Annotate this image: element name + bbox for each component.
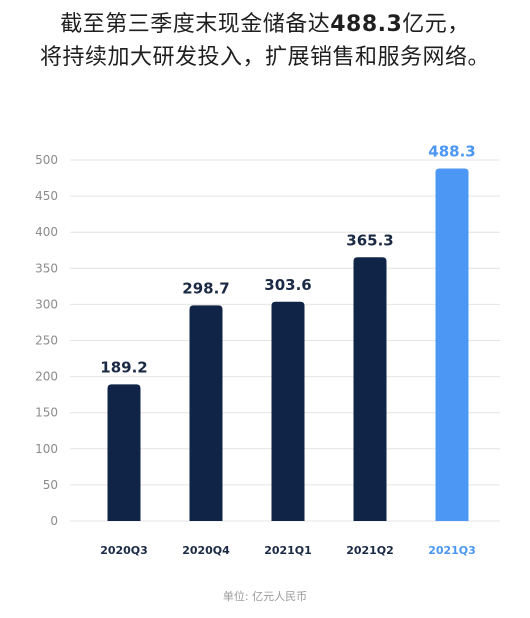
- x-tick-label-2021Q1: 2021Q1: [264, 544, 312, 557]
- y-tick-label: 250: [35, 334, 58, 348]
- y-tick-label: 0: [50, 514, 58, 528]
- x-tick-label-2020Q4: 2020Q4: [182, 544, 230, 557]
- data-label-2021Q2: 365.3: [346, 231, 393, 249]
- headline-line-2: 将持续加大研发投入，扩展销售和服务网络。: [39, 45, 490, 70]
- y-tick-label: 50: [43, 478, 58, 492]
- y-tick-label: 500: [35, 153, 58, 167]
- headline-prefix: 截至第三季度末现金储备达: [60, 12, 331, 37]
- bar-2021Q1: [271, 301, 305, 521]
- x-tick-label-2021Q2: 2021Q2: [346, 544, 394, 557]
- bar-2021Q3: [435, 168, 469, 522]
- y-tick-label: 150: [35, 406, 58, 420]
- bar-2020Q3: [107, 384, 141, 521]
- x-tick-label-2020Q3: 2020Q3: [100, 544, 148, 557]
- y-tick-label: 100: [35, 442, 58, 456]
- y-tick-label: 300: [35, 297, 58, 311]
- headline: 截至第三季度末现金储备达488.3亿元， 将持续加大研发投入，扩展销售和服务网络…: [0, 8, 530, 74]
- headline-line-1: 截至第三季度末现金储备达488.3亿元，: [0, 8, 530, 41]
- data-label-2021Q3: 488.3: [428, 142, 475, 160]
- data-label-2020Q3: 189.2: [100, 358, 147, 376]
- data-label-2020Q4: 298.7: [182, 279, 229, 297]
- data-label-2021Q1: 303.6: [264, 276, 311, 294]
- y-tick-label: 200: [35, 370, 58, 384]
- headline-suffix: 亿元，: [402, 12, 470, 37]
- unit-note: 单位: 亿元人民币: [222, 590, 308, 603]
- x-tick-label-2021Q3: 2021Q3: [428, 544, 476, 557]
- y-tick-label: 400: [35, 225, 58, 239]
- headline-cash-value: 488.3: [330, 12, 403, 37]
- bar-2020Q4: [189, 305, 223, 521]
- bar-2021Q2: [353, 257, 387, 521]
- y-tick-label: 350: [35, 261, 58, 275]
- y-tick-label: 450: [35, 189, 58, 203]
